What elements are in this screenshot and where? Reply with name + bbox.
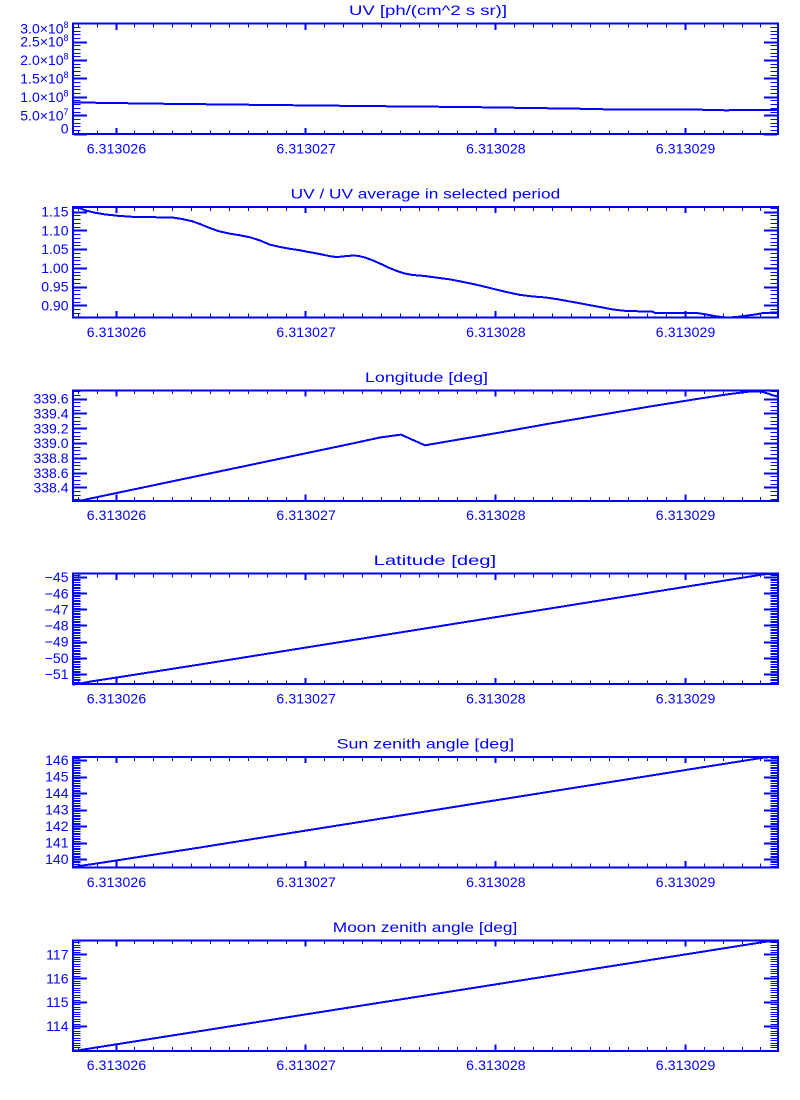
svg-text:6.313029: 6.313029 [656,507,716,523]
svg-text:339.4: 339.4 [33,405,68,421]
svg-text:3.0×108: 3.0×108 [20,20,68,37]
svg-text:6.313026: 6.313026 [87,324,147,340]
svg-text:338.8: 338.8 [33,450,68,466]
svg-text:114: 114 [46,1018,69,1034]
svg-text:2.5×108: 2.5×108 [20,33,68,50]
svg-text:6.313028: 6.313028 [466,1057,526,1073]
svg-text:1.0×108: 1.0×108 [20,88,68,105]
svg-text:339.0: 339.0 [33,435,68,451]
svg-text:338.4: 338.4 [33,480,68,496]
svg-text:6.313026: 6.313026 [87,691,147,707]
svg-text:1.05: 1.05 [41,241,68,257]
svg-text:6.313027: 6.313027 [276,141,336,157]
svg-text:Moon zenith angle [deg]: Moon zenith angle [deg] [333,919,518,935]
svg-text:115: 115 [46,994,69,1010]
svg-text:6.313027: 6.313027 [276,324,336,340]
svg-text:6.313028: 6.313028 [466,507,526,523]
svg-text:6.313026: 6.313026 [87,874,147,890]
svg-text:6.313029: 6.313029 [656,691,716,707]
svg-text:UV [ph/(cm^2 s sr)]: UV [ph/(cm^2 s sr)] [349,2,507,18]
svg-text:6.313027: 6.313027 [276,874,336,890]
svg-text:1.5×108: 1.5×108 [20,70,68,87]
svg-text:6.313027: 6.313027 [276,691,336,707]
svg-text:0.95: 0.95 [41,279,68,295]
svg-text:Sun zenith angle [deg]: Sun zenith angle [deg] [337,735,515,751]
svg-text:117: 117 [46,946,69,962]
svg-text:146: 146 [45,752,69,768]
svg-text:140: 140 [45,851,69,867]
svg-text:141: 141 [45,835,69,851]
svg-text:142: 142 [45,818,69,834]
svg-text:145: 145 [45,769,69,785]
svg-text:1.15: 1.15 [41,204,68,220]
svg-text:−51: −51 [45,666,69,682]
svg-text:6.313029: 6.313029 [656,874,716,890]
svg-text:143: 143 [45,802,69,818]
svg-text:6.313026: 6.313026 [87,1057,147,1073]
svg-text:0.90: 0.90 [41,297,68,313]
svg-text:6.313028: 6.313028 [466,874,526,890]
svg-text:−46: −46 [45,585,69,601]
svg-text:−48: −48 [45,618,69,634]
svg-text:6.313027: 6.313027 [276,507,336,523]
svg-text:−47: −47 [45,601,69,617]
svg-text:339.2: 339.2 [33,420,68,436]
svg-text:6.313029: 6.313029 [656,141,716,157]
svg-text:6.313026: 6.313026 [87,141,147,157]
svg-text:6.313028: 6.313028 [466,141,526,157]
svg-text:0: 0 [61,120,69,136]
svg-text:6.313028: 6.313028 [466,324,526,340]
svg-text:144: 144 [45,785,69,801]
svg-text:116: 116 [46,970,69,986]
svg-text:6.313027: 6.313027 [276,1057,336,1073]
svg-text:6.313026: 6.313026 [87,507,147,523]
svg-text:Longitude [deg]: Longitude [deg] [365,369,488,385]
svg-text:338.6: 338.6 [33,465,68,481]
svg-text:Latitude [deg]: Latitude [deg] [374,552,497,568]
svg-text:1.00: 1.00 [41,260,68,276]
svg-text:6.313029: 6.313029 [656,1057,716,1073]
svg-text:−50: −50 [45,650,69,666]
svg-text:2.0×108: 2.0×108 [20,52,68,69]
svg-text:1.10: 1.10 [41,222,68,238]
svg-text:−45: −45 [45,569,69,585]
svg-text:6.313028: 6.313028 [466,691,526,707]
svg-text:UV / UV average in selected pe: UV / UV average in selected period [291,185,561,201]
svg-text:−49: −49 [45,634,69,650]
svg-text:6.313029: 6.313029 [656,324,716,340]
svg-text:5.0×107: 5.0×107 [20,107,68,124]
svg-text:339.6: 339.6 [33,391,68,407]
